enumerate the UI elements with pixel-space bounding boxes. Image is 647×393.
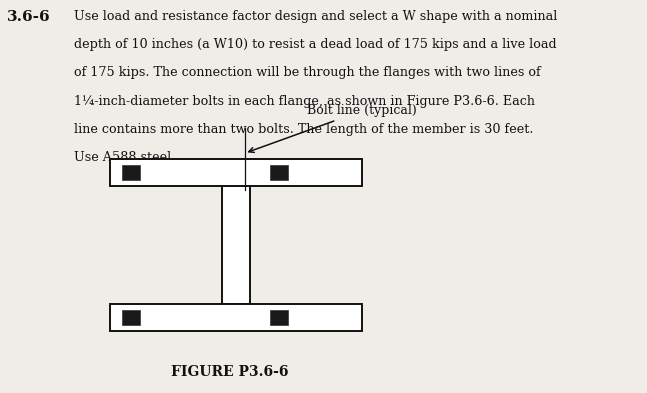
Bar bbox=[222, 186, 250, 304]
Bar bbox=[122, 165, 140, 180]
Bar bbox=[122, 310, 140, 325]
Text: line contains more than two bolts. The length of the member is 30 feet.: line contains more than two bolts. The l… bbox=[74, 123, 534, 136]
Text: Use A588 steel.: Use A588 steel. bbox=[74, 151, 176, 164]
Bar bbox=[110, 159, 362, 186]
Text: of 175 kips. The connection will be through the flanges with two lines of: of 175 kips. The connection will be thro… bbox=[74, 66, 541, 79]
Text: 3.6-6: 3.6-6 bbox=[6, 10, 50, 24]
Text: FIGURE P3.6-6: FIGURE P3.6-6 bbox=[171, 365, 289, 379]
Text: Use load and resistance factor design and select a W shape with a nominal: Use load and resistance factor design an… bbox=[74, 10, 558, 23]
Text: 1¼-inch-diameter bolts in each flange, as shown in Figure P3.6-6. Each: 1¼-inch-diameter bolts in each flange, a… bbox=[74, 95, 536, 108]
Text: Bolt line (typical): Bolt line (typical) bbox=[249, 104, 417, 152]
Bar bbox=[270, 310, 288, 325]
Text: depth of 10 inches (a W10) to resist a dead load of 175 kips and a live load: depth of 10 inches (a W10) to resist a d… bbox=[74, 38, 557, 51]
Bar bbox=[110, 304, 362, 331]
Bar bbox=[270, 165, 288, 180]
